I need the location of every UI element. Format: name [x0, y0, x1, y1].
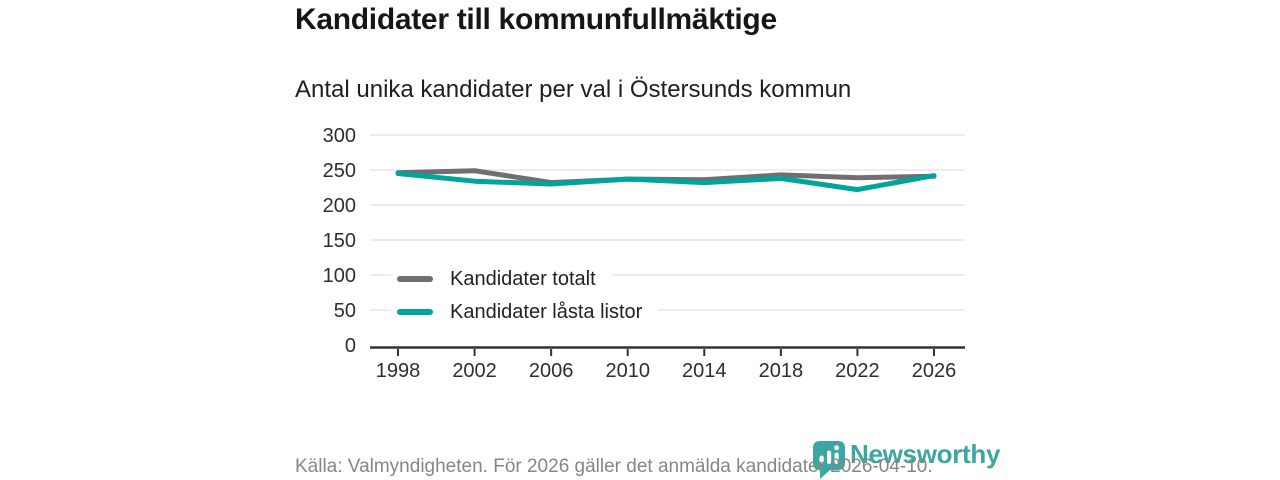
svg-text:50: 50 — [334, 300, 356, 322]
legend-swatch — [397, 309, 433, 315]
chart-subtitle: Antal unika kandidater per val i Östersu… — [295, 76, 852, 103]
svg-text:100: 100 — [323, 265, 356, 287]
legend-label: Kandidater totalt — [450, 268, 596, 290]
svg-text:2014: 2014 — [682, 360, 727, 382]
svg-text:150: 150 — [323, 230, 356, 252]
svg-text:2006: 2006 — [529, 360, 574, 382]
svg-text:2010: 2010 — [605, 360, 650, 382]
svg-text:0: 0 — [345, 335, 356, 357]
svg-text:2018: 2018 — [759, 360, 804, 382]
svg-text:2022: 2022 — [835, 360, 880, 382]
x-axis-tick-labels: 1998 2002 2006 2010 2014 2018 2022 2026 — [376, 360, 957, 382]
source-note: Källa: Valmyndigheten. För 2026 gäller d… — [295, 456, 933, 477]
legend-swatch — [397, 276, 433, 282]
svg-text:1998: 1998 — [376, 360, 421, 382]
series-line-kandidater-l-sta-listor — [395, 171, 937, 193]
newsworthy-logo: Newsworthy — [813, 439, 1001, 479]
svg-text:2002: 2002 — [452, 360, 497, 382]
x-axis — [370, 346, 965, 356]
svg-text:250: 250 — [323, 160, 356, 182]
svg-text:200: 200 — [323, 195, 356, 217]
legend-item: Kandidater totalt — [391, 266, 612, 292]
bar-chart-speech-bubble-icon — [813, 441, 845, 479]
legend-label: Kandidater låsta listor — [450, 301, 643, 323]
y-axis-tick-labels: 0 50 100 150 200 250 300 — [323, 125, 356, 357]
chart-title: Kandidater till kommunfullmäktige — [295, 3, 777, 36]
legend-item: Kandidater låsta listor — [391, 299, 659, 325]
chart-legend: Kandidater totalt Kandidater låsta listor — [391, 266, 659, 325]
svg-text:2026: 2026 — [912, 360, 957, 382]
newsworthy-wordmark: Newsworthy — [850, 439, 1001, 469]
svg-text:300: 300 — [323, 125, 356, 147]
